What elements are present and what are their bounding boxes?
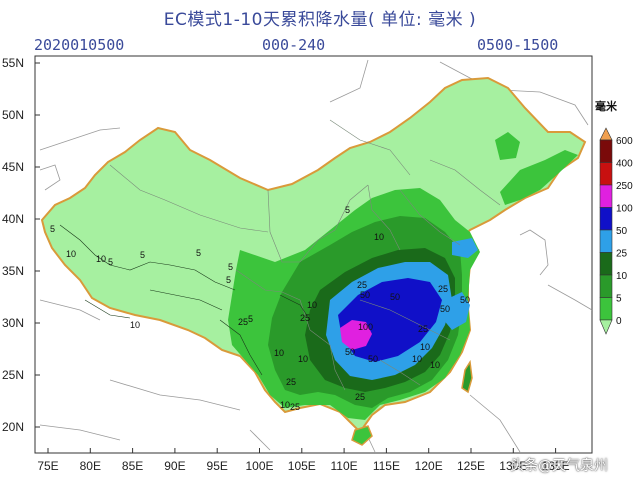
isohyet-label: 25	[438, 284, 448, 294]
isohyet-label: 25	[286, 377, 296, 387]
legend-swatch	[599, 274, 613, 298]
isohyet-label: 10	[280, 400, 290, 410]
legend-swatch	[599, 252, 613, 276]
lon-tick-label: 100E	[245, 459, 273, 473]
latitude-axis: 55N 50N 45N 40N 35N 30N 25N 20N	[2, 56, 40, 434]
legend-cap-bottom	[599, 319, 613, 335]
isohyet-label: 10	[412, 354, 422, 364]
isohyet-label: 10	[374, 232, 384, 242]
isohyet-label: 5	[228, 262, 233, 272]
lon-tick-label: 105E	[288, 459, 316, 473]
legend-level-label: 25	[616, 249, 628, 260]
isohyet-lines	[59, 224, 311, 376]
isohyet-label: 50	[390, 292, 400, 302]
region-coastal-50mm	[442, 292, 470, 330]
legend-level-label: 250	[616, 181, 633, 192]
isohyet-label: 5	[226, 275, 231, 285]
lat-tick-label: 55N	[2, 56, 24, 70]
map-title: EC模式1-10天累积降水量( 单位: 毫米 )	[163, 10, 477, 30]
lon-tick-label: 85E	[122, 459, 143, 473]
legend-swatch	[599, 207, 613, 231]
isohyet-label: 5	[345, 205, 350, 215]
isohyet-label: 25	[290, 402, 300, 412]
isohyet-label: 25	[355, 392, 365, 402]
legend-unit: 毫米	[595, 100, 617, 113]
lat-tick-label: 40N	[2, 212, 24, 226]
isohyet-label: 10	[130, 320, 140, 330]
isohyet-label: 10	[298, 354, 308, 364]
legend-level-label: 0	[616, 316, 622, 327]
legend-swatch	[599, 229, 613, 253]
lon-tick-label: 120E	[415, 459, 443, 473]
hainan-island	[351, 425, 373, 446]
region-northeast-patch	[495, 132, 520, 160]
isohyet-label: 10	[430, 360, 440, 370]
isohyet-label: 50	[440, 304, 450, 314]
isohyet-label: 5	[248, 314, 253, 324]
lon-tick-label: 80E	[80, 459, 101, 473]
isohyet-label: 25	[418, 324, 428, 334]
valid-window-label: 0500-1500	[477, 36, 559, 54]
isohyet-label: 5	[108, 257, 113, 267]
lat-tick-label: 25N	[2, 368, 24, 382]
legend-level-label: 50	[616, 226, 628, 237]
lon-tick-label: 95E	[207, 459, 228, 473]
lat-tick-label: 50N	[2, 108, 24, 122]
legend-cap-top	[599, 127, 613, 141]
province-borders	[109, 119, 501, 391]
lon-tick-label: 130E	[499, 459, 527, 473]
isohyet-label: 10	[66, 249, 76, 259]
lat-tick-label: 45N	[2, 160, 24, 174]
isohyet-label: 50	[345, 347, 355, 357]
isohyet-label: 25	[238, 317, 248, 327]
isohyet-label: 50	[460, 295, 470, 305]
watermark: 头条@天气泉州	[510, 458, 608, 474]
lat-tick-label: 20N	[2, 420, 24, 434]
lon-tick-label: 90E	[164, 459, 185, 473]
legend-level-label: 5	[616, 294, 622, 305]
legend-level-label: 400	[616, 159, 633, 170]
forecast-hours-label: 000-240	[262, 36, 326, 54]
legend-swatch	[599, 297, 613, 321]
isohyet-label: 25	[357, 280, 367, 290]
isohyet-label: 10	[96, 254, 106, 264]
lon-tick-label: 115E	[373, 459, 400, 473]
isohyet-label: 50	[360, 290, 370, 300]
lon-tick-label: 75E	[37, 459, 58, 473]
isohyet-label: 50	[368, 354, 378, 364]
lon-tick-label: 125E	[457, 459, 485, 473]
run-time-label: 2020010500	[34, 36, 125, 54]
isohyet-label: 10	[274, 348, 284, 358]
isohyet-label: 10	[420, 342, 430, 352]
lat-tick-label: 35N	[2, 264, 24, 278]
legend-swatch	[599, 162, 613, 186]
legend-swatch	[599, 139, 613, 163]
legend-level-label: 10	[616, 271, 628, 282]
lat-tick-label: 30N	[2, 316, 24, 330]
isohyet-label: 5	[50, 224, 55, 234]
region-shandong-50mm	[452, 238, 478, 258]
isohyet-label: 25	[300, 313, 310, 323]
isohyet-label: 5	[140, 250, 145, 260]
taiwan-island	[461, 359, 473, 394]
legend-level-label: 100	[616, 204, 633, 215]
longitude-axis: 75E 80E 85E 90E 95E 100E 105E 110E 115E 120E 125E 1…	[37, 448, 570, 473]
legend-level-label: 600	[616, 136, 633, 147]
lon-tick-label: 135E	[542, 459, 570, 473]
lon-tick-label: 110E	[331, 459, 358, 473]
isohyet-label: 5	[196, 248, 201, 258]
region-northeast-coast	[500, 150, 578, 205]
isohyet-label: 10	[307, 300, 317, 310]
isohyet-label: 100	[358, 322, 373, 332]
region-250-400mm	[340, 320, 372, 350]
legend-swatch	[599, 184, 613, 208]
